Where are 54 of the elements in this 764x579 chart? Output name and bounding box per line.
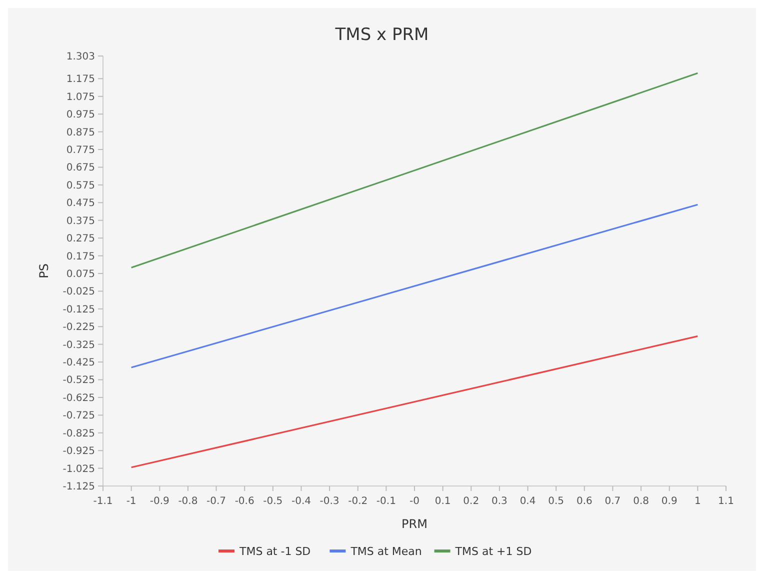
x-tick-label: 1.1 <box>718 496 734 507</box>
y-tick-label: -0.925 <box>62 446 95 458</box>
y-tick-label: -0.525 <box>62 375 95 386</box>
y-tick-label: 0.475 <box>66 198 95 210</box>
y-tick-label: 0.575 <box>66 180 95 192</box>
x-tick-label: 0.1 <box>434 496 451 507</box>
y-tick-label: -0.725 <box>62 410 95 422</box>
x-tick-label: -0.3 <box>320 496 340 507</box>
x-tick-label: 0.8 <box>633 496 649 507</box>
y-tick-label: 1.075 <box>66 92 95 103</box>
x-tick-label: 0.6 <box>576 496 592 507</box>
y-tick-label: 1.175 <box>66 74 95 86</box>
y-tick-label: -0.225 <box>62 322 95 334</box>
x-tick-label: 0.7 <box>604 496 621 507</box>
x-tick-label: -0.5 <box>263 496 283 507</box>
x-tick-label: 0.5 <box>548 496 564 507</box>
x-tick-label: 0.3 <box>492 496 508 507</box>
y-tick-label: -0.425 <box>62 358 95 369</box>
y-tick-label: -1.125 <box>62 482 95 492</box>
x-tick-label: 0.9 <box>661 496 678 507</box>
x-tick-label: 0.2 <box>463 496 480 507</box>
y-tick-label: -0.125 <box>62 304 95 316</box>
y-tick-label: -0.625 <box>62 392 95 404</box>
y-tick-label: 0.675 <box>66 162 95 174</box>
y-tick-label: 0.975 <box>66 110 95 121</box>
y-tick-label: 0.075 <box>66 268 95 280</box>
legend-label: TMS at Mean <box>350 544 422 558</box>
y-tick-label: -0.325 <box>62 340 95 351</box>
x-tick-label: -0.9 <box>150 496 170 507</box>
y-tick-label: 0.375 <box>66 216 95 227</box>
x-axis-title: PRM <box>402 517 428 531</box>
legend-label: TMS at -1 SD <box>238 544 311 558</box>
chart-title: TMS x PRM <box>334 25 429 45</box>
y-axis-title: PS <box>37 264 51 278</box>
x-tick-label: -0.1 <box>376 496 396 507</box>
x-tick-label: 1 <box>694 496 701 507</box>
y-tick-label: -1.025 <box>62 464 95 475</box>
y-tick-label: -0.825 <box>62 428 95 440</box>
y-tick-label: 0.175 <box>66 251 95 262</box>
x-tick-label: -1 <box>126 496 136 507</box>
x-tick-label: -1.1 <box>93 496 113 507</box>
x-tick-label: 0.4 <box>520 496 536 507</box>
y-tick-label: 1.303 <box>66 52 95 62</box>
x-tick-label: -0.6 <box>234 496 254 507</box>
x-tick-label: -0.4 <box>291 496 311 507</box>
y-tick-label: -0.025 <box>62 286 95 298</box>
x-tick-label: -0.2 <box>348 496 368 507</box>
x-tick-label: -0.8 <box>178 496 198 507</box>
y-tick-label: 0.275 <box>66 234 95 245</box>
y-tick-label: 0.875 <box>66 127 95 138</box>
legend-label: TMS at +1 SD <box>454 544 532 558</box>
y-tick-label: 0.775 <box>66 145 95 156</box>
x-tick-label: -0.7 <box>206 496 226 507</box>
x-tick-label: -0 <box>410 496 420 507</box>
